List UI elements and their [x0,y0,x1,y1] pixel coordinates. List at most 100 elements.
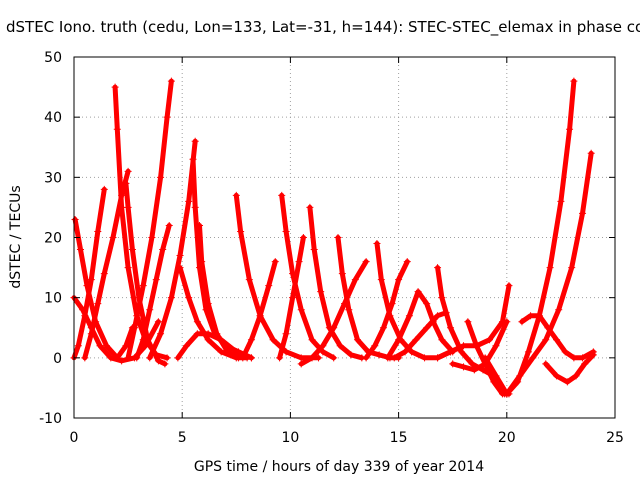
data-point [492,372,500,380]
data-point [163,113,171,121]
data-point [174,354,182,362]
series-pass-18 [306,203,366,362]
data-point [204,300,212,308]
data-point [403,258,411,266]
data-point [128,246,136,254]
data-point [384,354,392,362]
data-point [96,342,104,350]
data-point [351,276,359,284]
series-pass-31 [518,312,597,362]
data-point [289,294,297,302]
series-line [385,289,456,361]
data-point [563,378,571,386]
series-pass-17 [276,234,307,362]
data-point [449,360,457,368]
data-point [423,300,431,308]
data-point [139,282,147,290]
data-point [336,342,344,350]
series-line [543,352,596,385]
data-point [94,300,102,308]
data-point [572,372,580,380]
data-point [157,330,165,338]
series-line [190,156,254,361]
data-point [234,348,242,356]
data-point [408,348,416,356]
series-pass-08 [133,221,173,362]
data-point [299,234,307,241]
series-pass-19 [297,258,370,368]
data-point [176,264,184,272]
data-point [447,324,455,332]
series-pass-09 [146,137,199,362]
series-line [504,150,594,397]
data-point [412,336,420,344]
data-point [557,197,565,205]
data-point [345,306,353,314]
data-point [224,348,232,356]
data-point [485,336,493,344]
data-point [362,258,370,266]
data-point [109,234,117,241]
data-point [87,330,95,338]
data-point [581,360,589,368]
data-point [379,324,387,332]
series-pass-07 [124,77,175,362]
data-point [167,294,175,302]
data-point [317,288,325,296]
data-point [395,276,403,284]
data-point [191,203,199,211]
data-point [319,342,327,350]
data-point [386,312,394,320]
x-axis-label: GPS time / hours of day 339 of year 2014 [194,459,484,475]
data-point [94,227,102,235]
data-point [395,336,403,344]
data-point [239,354,247,362]
data-point [353,336,361,344]
data-point [189,155,197,163]
data-point [139,336,147,344]
series-line [134,223,172,361]
data-point [306,203,314,211]
data-point [71,215,79,223]
data-point [282,330,290,338]
data-point [185,294,193,302]
data-point [421,354,429,362]
data-point [81,312,89,320]
data-point [237,227,245,235]
data-series [70,77,597,398]
data-point [334,234,342,241]
data-point [124,167,132,175]
data-point [529,354,537,362]
data-point [535,312,543,320]
data-point [297,354,305,362]
data-point [193,318,201,326]
series-pass-27 [434,282,513,362]
series-line [298,259,369,367]
data-point [247,354,255,362]
chart-title: dSTEC Iono. truth (cedu, Lon=133, Lat=-3… [6,18,640,37]
data-point [204,330,212,338]
series-pass-30 [503,149,595,398]
data-point [405,312,413,320]
data-point [81,354,89,362]
data-point [232,191,240,199]
data-point [310,246,318,254]
data-point [113,125,121,133]
data-point [297,306,305,314]
data-point [111,83,119,91]
data-point [276,354,284,362]
series-line [197,223,241,361]
data-point [76,246,84,254]
data-point [122,179,130,187]
data-point [587,149,595,157]
series-line [233,192,321,361]
data-point [470,366,478,374]
x-tick-label: 20 [498,430,516,446]
y-axis-label: dSTEC / TECUs [8,185,24,288]
data-point [524,348,532,356]
data-point [124,203,132,211]
data-point [124,354,132,362]
data-point [295,258,303,266]
series-pass-24 [390,309,450,362]
data-point [100,270,108,278]
